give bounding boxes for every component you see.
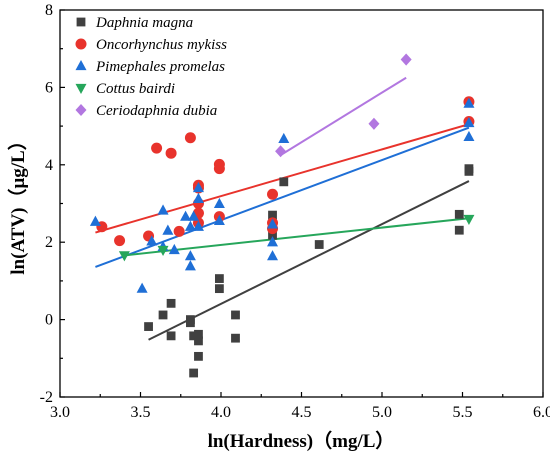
point-daphnia-magna <box>166 331 176 341</box>
point-pimephales-promelas <box>278 132 290 143</box>
x-tick-label: 3.0 <box>50 404 70 421</box>
point-oncorhynchus-mykiss <box>114 235 126 247</box>
fit-line-ceriodaphnia-dubia <box>280 76 407 156</box>
point-daphnia-magna <box>214 274 224 283</box>
point-pimephales-promelas <box>463 116 475 128</box>
point-pimephales-promelas <box>180 210 192 221</box>
point-oncorhynchus-mykiss <box>151 142 163 154</box>
point-daphnia-magna <box>194 336 203 346</box>
legend-marker-daphnia-magna <box>76 17 86 27</box>
point-pimephales-promelas <box>184 220 196 231</box>
y-tick-label: 4 <box>45 157 53 174</box>
point-daphnia-magna <box>158 310 168 320</box>
point-daphnia-magna <box>186 318 195 328</box>
fit-line-pimephales-promelas <box>95 126 470 268</box>
point-pimephales-promelas <box>463 130 475 142</box>
point-daphnia-magna <box>454 209 464 219</box>
point-daphnia-magna <box>314 240 324 249</box>
point-ceriodaphnia-dubia <box>400 53 412 66</box>
y-tick-label: 2 <box>45 234 53 251</box>
point-oncorhynchus-mykiss <box>267 188 279 200</box>
y-tick-label: 0 <box>45 312 53 329</box>
fit-line-cottus-bairdi <box>124 217 470 257</box>
point-ceriodaphnia-dubia <box>368 117 380 130</box>
point-daphnia-magna <box>231 310 240 320</box>
point-pimephales-promelas <box>267 236 279 247</box>
point-pimephales-promelas <box>89 215 101 226</box>
point-pimephales-promelas <box>168 243 180 255</box>
point-cottus-bairdi <box>157 245 169 256</box>
point-daphnia-magna <box>279 177 289 187</box>
point-daphnia-magna <box>144 322 153 331</box>
x-tick-label: 5.5 <box>453 404 473 421</box>
point-pimephales-promelas <box>192 181 204 193</box>
legend-label-oncorhynchus-mykiss: Oncorhynchus mykiss <box>96 37 227 53</box>
point-pimephales-promelas <box>267 218 279 229</box>
point-daphnia-magna <box>194 329 203 339</box>
legend-label-ceriodaphnia-dubia: Ceriodaphnia dubia <box>96 103 217 119</box>
point-daphnia-magna <box>231 333 240 343</box>
point-daphnia-magna <box>464 164 474 174</box>
point-pimephales-promelas <box>463 97 475 108</box>
x-tick-label: 3.5 <box>131 404 151 421</box>
point-pimephales-promelas <box>162 224 174 235</box>
fit-line-daphnia-magna <box>148 180 470 341</box>
point-oncorhynchus-mykiss <box>184 132 196 144</box>
point-pimephales-promelas <box>188 210 200 221</box>
y-axis-label: ln(ATV)（μg/L） <box>6 131 29 274</box>
x-tick-label: 4.5 <box>292 404 312 421</box>
legend-label-daphnia-magna: Daphnia magna <box>95 15 193 31</box>
x-axis-label: ln(Hardness)（mg/L） <box>208 429 395 452</box>
legend-label-cottus-bairdi: Cottus bairdi <box>96 81 175 97</box>
point-daphnia-magna <box>189 331 199 341</box>
point-daphnia-magna <box>166 298 176 308</box>
point-pimephales-promelas <box>146 235 158 246</box>
point-cottus-bairdi <box>463 214 475 226</box>
point-daphnia-magna <box>214 284 224 294</box>
point-oncorhynchus-mykiss <box>213 158 225 170</box>
axis-ticks: 3.0 3.5 4.0 4.5 5.0 5.5 6.0 -2 0 2 4 6 8 <box>40 2 550 421</box>
point-daphnia-magna <box>268 210 277 220</box>
point-pimephales-promelas <box>184 260 196 271</box>
legend-marker-oncorhynchus-mykiss <box>75 38 87 50</box>
point-pimephales-promelas <box>184 250 196 261</box>
x-tick-label: 6.0 <box>533 404 550 421</box>
point-daphnia-magna <box>194 351 203 361</box>
legend-marker-ceriodaphnia-dubia <box>75 103 87 117</box>
point-pimephales-promelas <box>192 220 204 231</box>
y-tick-label: 6 <box>45 79 53 96</box>
point-pimephales-promelas <box>192 192 204 203</box>
data-points <box>89 53 475 378</box>
y-tick-label: -2 <box>40 389 53 406</box>
point-oncorhynchus-mykiss <box>165 147 177 159</box>
point-pimephales-promelas <box>213 197 225 209</box>
point-pimephales-promelas <box>213 214 225 226</box>
point-daphnia-magna <box>189 368 199 378</box>
point-pimephales-promelas <box>157 204 169 215</box>
legend-marker-cottus-bairdi <box>75 83 87 95</box>
y-tick-label: 8 <box>45 2 53 19</box>
point-daphnia-magna <box>268 230 277 240</box>
point-pimephales-promelas <box>136 282 148 293</box>
point-ceriodaphnia-dubia <box>275 145 287 158</box>
legend: Daphnia magna Oncorhynchus mykiss Pimephal… <box>75 15 227 119</box>
point-daphnia-magna <box>454 225 464 235</box>
point-cottus-bairdi <box>118 251 130 262</box>
legend-marker-pimephales-promelas <box>75 59 87 71</box>
point-oncorhynchus-mykiss <box>173 225 185 237</box>
legend-label-pimephales-promelas: Pimephales promelas <box>95 59 225 75</box>
x-tick-label: 5.0 <box>372 404 392 421</box>
x-tick-label: 4.0 <box>211 404 231 421</box>
point-pimephales-promelas <box>267 250 279 261</box>
